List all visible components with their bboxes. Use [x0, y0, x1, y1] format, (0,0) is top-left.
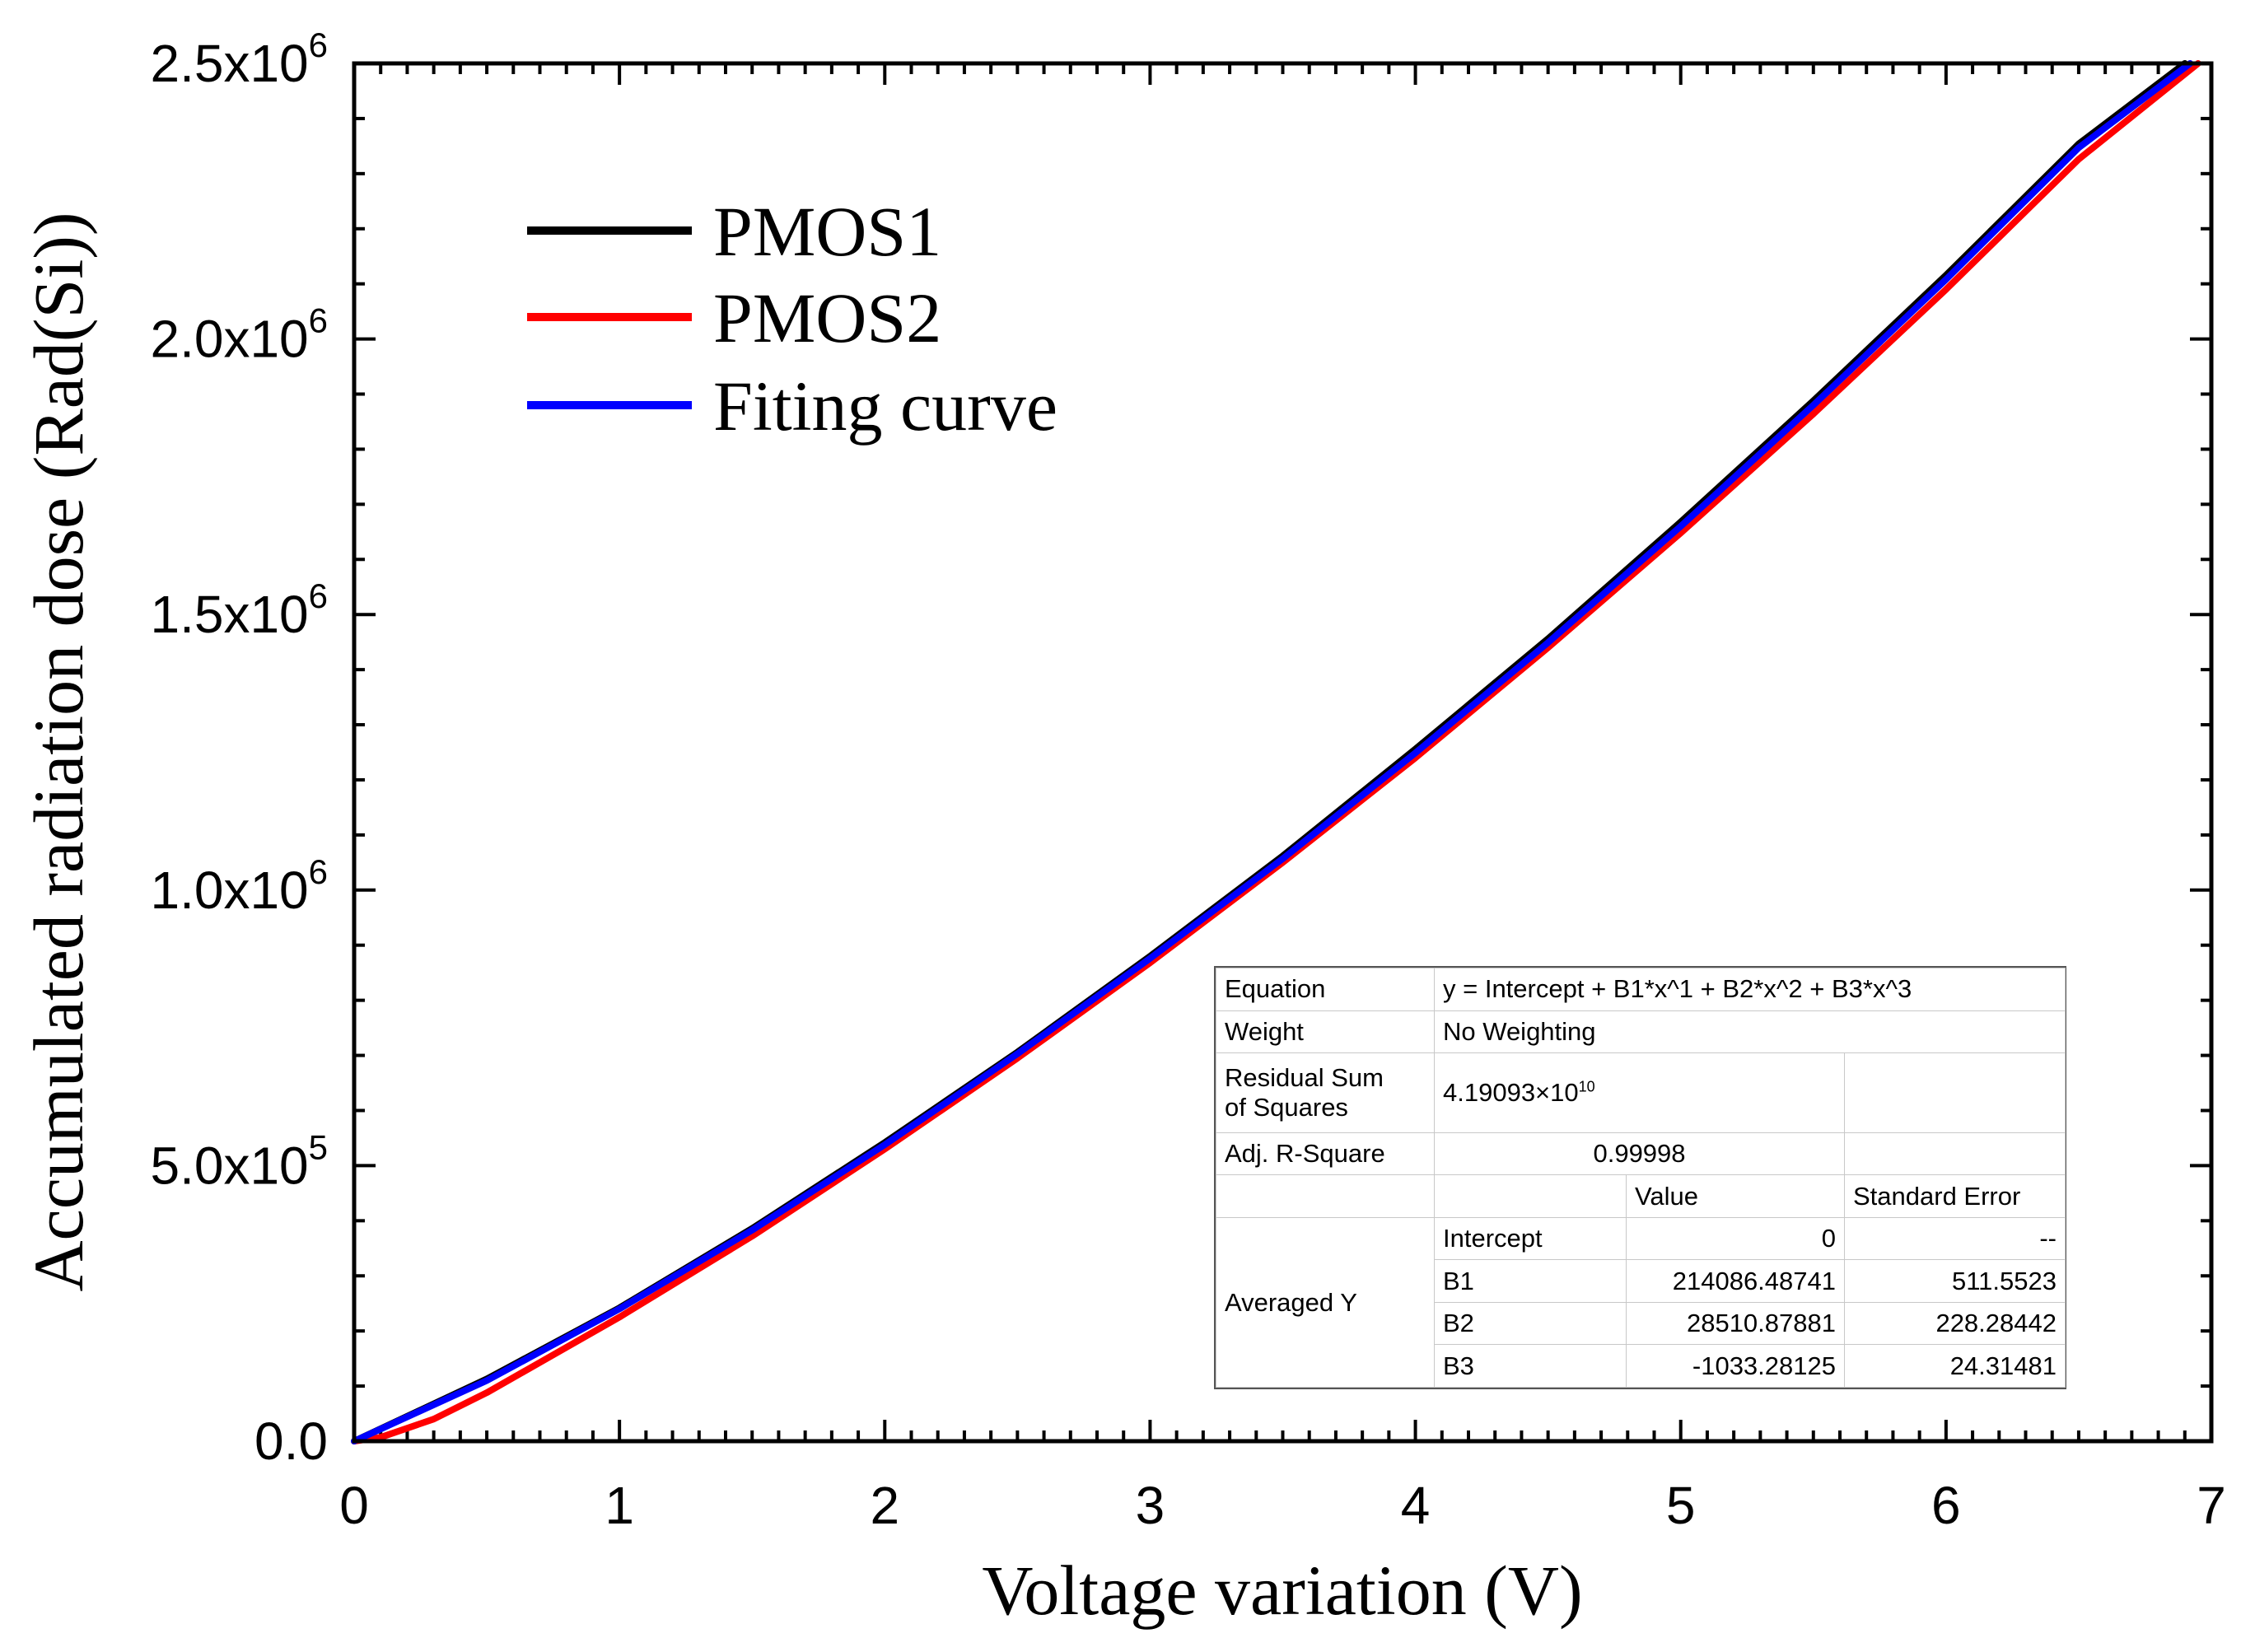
table-row: Averaged Y Intercept 0 -- [1216, 1216, 2066, 1388]
fit-results-table: Equation y = Intercept + B1*x^1 + B2*x^2… [1214, 966, 2066, 1389]
y-tick-label: 2.0x106 [150, 301, 328, 369]
param-name: B1 [1434, 1259, 1627, 1303]
rss-exponent: 10 [1578, 1078, 1595, 1095]
x-tick-label: 4 [1401, 1476, 1431, 1535]
param-error: 24.31481 [1844, 1344, 2066, 1388]
table-row: Adj. R-Square 0.99998 [1216, 1132, 2066, 1176]
param-error: -- [1844, 1216, 2066, 1261]
plot-frame [352, 61, 2214, 1444]
rss-value: 4.19093×1010 [1434, 1052, 1845, 1133]
y-tick-label: 5.0x105 [150, 1127, 328, 1195]
param-value: 214086.48741 [1626, 1259, 1845, 1303]
legend-label: PMOS1 [713, 192, 941, 271]
x-tick-label: 0 [339, 1476, 369, 1535]
adjr-label: Adj. R-Square [1216, 1132, 1435, 1176]
weight-value: No Weighting [1434, 1010, 2066, 1054]
value-header: Value [1626, 1174, 1845, 1218]
param-value: -1033.28125 [1626, 1344, 1845, 1388]
x-tick-label: 1 [605, 1476, 634, 1535]
table-row: Weight No Weighting [1216, 1010, 2066, 1054]
y-tick-label: 0.0 [254, 1412, 328, 1471]
equation-value: y = Intercept + B1*x^1 + B2*x^2 + B3*x^3 [1434, 968, 2066, 1011]
empty-cell [1844, 1132, 2066, 1176]
table-row: B3 -1033.28125 24.31481 [1216, 1344, 2066, 1388]
rss-mantissa: 4.19093×10 [1443, 1078, 1579, 1108]
table-row: Value Standard Error [1216, 1174, 2066, 1218]
stderr-header: Standard Error [1844, 1174, 2066, 1218]
rss-label-line1: Residual Sum [1225, 1063, 1384, 1093]
table-row: B2 28510.87881 228.28442 [1216, 1301, 2066, 1346]
param-value: 0 [1626, 1216, 1845, 1261]
series-line-fiting-curve [351, 60, 2194, 1444]
x-tick-label: 5 [1666, 1476, 1696, 1535]
x-tick-label: 6 [1931, 1476, 1961, 1535]
param-name: B2 [1434, 1301, 1627, 1346]
rss-label: Residual Sum of Squares [1216, 1052, 1435, 1133]
param-value: 28510.87881 [1626, 1301, 1845, 1346]
empty-cell [1844, 1052, 2066, 1133]
rss-label-line2: of Squares [1225, 1092, 1348, 1122]
group-label: Averaged Y [1216, 1216, 1435, 1388]
param-name: B3 [1434, 1344, 1627, 1388]
weight-label: Weight [1216, 1010, 1435, 1054]
table-row: Equation y = Intercept + B1*x^1 + B2*x^2… [1216, 968, 2066, 1011]
series-line-pmos2 [351, 60, 2201, 1444]
legend-label: PMOS2 [713, 278, 941, 357]
table-row: Residual Sum of Squares 4.19093×1010 [1216, 1052, 2066, 1133]
y-axis-label: Accumulated radiation dose (Rad(Si)) [19, 212, 98, 1291]
param-name: Intercept [1434, 1216, 1627, 1261]
x-axis-label: Voltage variation (V) [982, 1551, 1582, 1630]
param-error: 511.5523 [1844, 1259, 2066, 1303]
adjr-value: 0.99998 [1434, 1132, 1845, 1176]
param-error: 228.28442 [1844, 1301, 2066, 1346]
y-tick-label: 1.0x106 [150, 852, 328, 920]
equation-label: Equation [1216, 968, 1435, 1011]
x-tick-label: 3 [1136, 1476, 1165, 1535]
y-tick-label: 2.5x106 [150, 26, 328, 93]
empty-cell [1216, 1174, 1435, 1218]
y-tick-label: 1.5x106 [150, 576, 328, 644]
x-tick-label: 7 [2197, 1476, 2226, 1535]
legend-label: Fiting curve [713, 366, 1057, 446]
x-tick-label: 2 [870, 1476, 899, 1535]
empty-cell [1434, 1174, 1627, 1218]
